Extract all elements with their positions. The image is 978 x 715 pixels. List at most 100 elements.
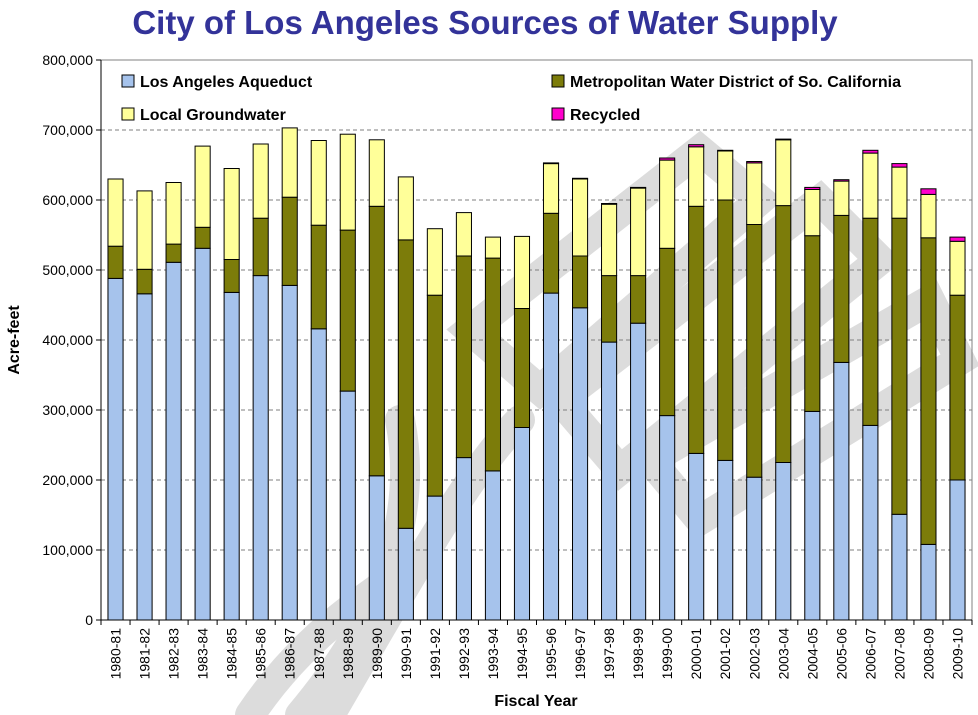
x-tick-label: 1996-97 bbox=[572, 628, 588, 680]
legend-swatch bbox=[551, 107, 565, 121]
x-tick-label: 2009-10 bbox=[949, 628, 965, 680]
bar-local-groundwater-2006-07 bbox=[862, 152, 879, 219]
y-tick-labels: 0 100,000 200,000 300,000 400,000 500,000 600,… bbox=[42, 52, 101, 628]
y-tick-label: 800,000 bbox=[42, 52, 93, 68]
legend-label: Metropolitan Water District of So. Calif… bbox=[570, 74, 901, 91]
bar-local-groundwater-1987-88 bbox=[310, 140, 327, 226]
bar-recycled-1996-97 bbox=[572, 177, 589, 180]
x-tick-label: 1990-91 bbox=[398, 628, 414, 680]
bar-metropolitan-water-district-of-so-california-1998-99 bbox=[630, 275, 647, 324]
x-tick-label: 2002-03 bbox=[746, 628, 762, 680]
bar-los-angeles-aqueduct-1980-81 bbox=[107, 277, 124, 621]
bar-los-angeles-aqueduct-2000-01 bbox=[688, 452, 705, 621]
bar-metropolitan-water-district-of-so-california-1985-86 bbox=[252, 217, 269, 277]
bar-los-angeles-aqueduct-1985-86 bbox=[252, 275, 269, 621]
bar-local-groundwater-1997-98 bbox=[601, 203, 618, 277]
bar-recycled-2008-09 bbox=[920, 188, 937, 195]
bar-local-groundwater-1986-87 bbox=[281, 127, 298, 198]
bar-local-groundwater-2008-09 bbox=[920, 193, 937, 239]
bar-recycled-2001-02 bbox=[717, 149, 734, 152]
bar-local-groundwater-1992-93 bbox=[455, 212, 472, 257]
bar-local-groundwater-1996-97 bbox=[572, 178, 589, 257]
bar-los-angeles-aqueduct-1986-87 bbox=[281, 284, 298, 621]
bar-recycled-2005-06 bbox=[833, 179, 850, 182]
bar-local-groundwater-2002-03 bbox=[746, 162, 763, 225]
legend-swatch bbox=[121, 74, 135, 88]
x-tick-label: 1983-84 bbox=[195, 628, 211, 680]
x-tick-label: 2007-08 bbox=[891, 628, 907, 680]
y-tick-label: 100,000 bbox=[42, 542, 93, 558]
bar-los-angeles-aqueduct-1991-92 bbox=[426, 495, 443, 621]
bar-metropolitan-water-district-of-so-california-2000-01 bbox=[688, 205, 705, 454]
bar-los-angeles-aqueduct-1987-88 bbox=[310, 328, 327, 621]
legend-label: Recycled bbox=[570, 107, 640, 124]
x-tick-label: 2000-01 bbox=[688, 628, 704, 680]
bar-los-angeles-aqueduct-2006-07 bbox=[862, 424, 879, 621]
bar-metropolitan-water-district-of-so-california-2005-06 bbox=[833, 214, 850, 363]
bar-los-angeles-aqueduct-1996-97 bbox=[572, 307, 589, 621]
x-tick-label: 1994-95 bbox=[514, 628, 530, 680]
bar-metropolitan-water-district-of-so-california-1980-81 bbox=[107, 245, 124, 279]
bar-los-angeles-aqueduct-1998-99 bbox=[630, 322, 647, 621]
bar-metropolitan-water-district-of-so-california-2008-09 bbox=[920, 237, 937, 545]
bar-local-groundwater-1991-92 bbox=[426, 228, 443, 296]
bar-metropolitan-water-district-of-so-california-1988-89 bbox=[339, 229, 356, 392]
bar-metropolitan-water-district-of-so-california-2004-05 bbox=[804, 235, 821, 412]
bar-los-angeles-aqueduct-1999-00 bbox=[659, 415, 676, 621]
legend-swatch bbox=[551, 74, 565, 88]
x-tick-label: 1985-86 bbox=[253, 628, 269, 680]
bar-los-angeles-aqueduct-1988-89 bbox=[339, 390, 356, 621]
bar-los-angeles-aqueduct-2004-05 bbox=[804, 410, 821, 621]
y-tick-label: 0 bbox=[85, 612, 93, 628]
bar-recycled-1998-99 bbox=[630, 186, 647, 189]
legend-item-los-angeles-aqueduct: Los Angeles Aqueduct bbox=[121, 74, 313, 91]
legend-label: Los Angeles Aqueduct bbox=[140, 74, 313, 91]
bar-los-angeles-aqueduct-1997-98 bbox=[601, 341, 618, 621]
x-axis-title: Fiscal Year bbox=[494, 693, 577, 710]
bar-los-angeles-aqueduct-2007-08 bbox=[891, 513, 908, 621]
bar-los-angeles-aqueduct-1989-90 bbox=[368, 475, 385, 621]
bar-metropolitan-water-district-of-so-california-2002-03 bbox=[746, 224, 763, 478]
bar-local-groundwater-1993-94 bbox=[484, 236, 501, 259]
bar-los-angeles-aqueduct-2009-10 bbox=[949, 479, 966, 621]
bar-recycled-2004-05 bbox=[804, 186, 821, 190]
bar-local-groundwater-1981-82 bbox=[136, 190, 153, 270]
bar-metropolitan-water-district-of-so-california-1986-87 bbox=[281, 196, 298, 286]
bar-metropolitan-water-district-of-so-california-1987-88 bbox=[310, 224, 327, 330]
bar-local-groundwater-1983-84 bbox=[194, 145, 211, 228]
bar-local-groundwater-1995-96 bbox=[542, 163, 560, 214]
bar-recycled-2003-04 bbox=[775, 138, 792, 141]
x-tick-label: 2001-02 bbox=[717, 628, 733, 680]
x-tick-label: 1995-96 bbox=[543, 628, 559, 680]
bar-los-angeles-aqueduct-1984-85 bbox=[223, 291, 240, 621]
bar-metropolitan-water-district-of-so-california-1999-00 bbox=[659, 247, 676, 417]
legend-item-local-groundwater: Local Groundwater bbox=[121, 107, 286, 124]
bar-local-groundwater-1980-81 bbox=[107, 178, 124, 247]
bar-local-groundwater-1989-90 bbox=[368, 139, 385, 207]
bar-metropolitan-water-district-of-so-california-1989-90 bbox=[368, 205, 385, 477]
bar-local-groundwater-2009-10 bbox=[949, 240, 966, 296]
y-axis-title: Acre-feet bbox=[6, 305, 23, 375]
bar-metropolitan-water-district-of-so-california-1992-93 bbox=[455, 255, 472, 459]
legend-label: Local Groundwater bbox=[140, 107, 286, 124]
bar-metropolitan-water-district-of-so-california-1990-91 bbox=[397, 239, 414, 529]
x-tick-label: 1987-88 bbox=[311, 628, 327, 680]
bar-local-groundwater-2000-01 bbox=[688, 146, 705, 207]
bar-metropolitan-water-district-of-so-california-2006-07 bbox=[862, 217, 879, 426]
gridlines bbox=[101, 129, 972, 551]
x-tick-label: 1984-85 bbox=[224, 628, 240, 680]
bar-metropolitan-water-district-of-so-california-1984-85 bbox=[223, 259, 240, 293]
y-tick-label: 700,000 bbox=[42, 122, 93, 138]
x-tick-label: 1993-94 bbox=[485, 628, 501, 680]
bar-los-angeles-aqueduct-2005-06 bbox=[833, 361, 850, 621]
bar-recycled-2002-03 bbox=[746, 161, 763, 164]
bar-los-angeles-aqueduct-2003-04 bbox=[775, 462, 792, 621]
legend-item-recycled: Recycled bbox=[551, 107, 640, 124]
x-tick-label: 2003-04 bbox=[775, 628, 791, 680]
bar-recycled-2006-07 bbox=[862, 149, 879, 154]
x-tick-label: 1997-98 bbox=[601, 628, 617, 680]
x-tick-label: 1980-81 bbox=[108, 628, 124, 680]
bar-los-angeles-aqueduct-1995-96 bbox=[542, 292, 560, 621]
bar-metropolitan-water-district-of-so-california-1991-92 bbox=[426, 294, 443, 497]
